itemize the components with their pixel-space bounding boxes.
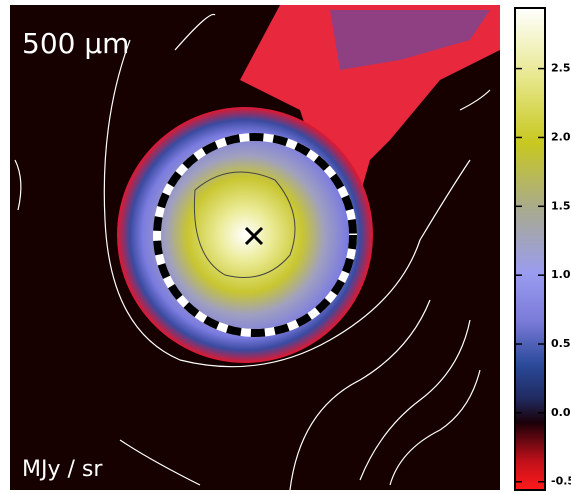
tick-label: 2.5 xyxy=(551,62,571,75)
colorbar-ticks: 2.5 2.0 1.5 1.0 0.5 0.0 -0.5 xyxy=(515,62,571,488)
tick-label: 0.0 xyxy=(551,406,571,419)
emission-streak xyxy=(330,10,490,70)
colorbar xyxy=(514,7,546,491)
tick-label: -0.5 xyxy=(551,475,571,488)
tick-label: 2.0 xyxy=(551,130,571,143)
tick-label: 0.5 xyxy=(551,337,571,350)
map: 500 µm MJy / sr xyxy=(10,5,500,491)
emission-streak xyxy=(240,5,500,230)
colorbar-unit: MJy / sr xyxy=(22,457,103,482)
contour xyxy=(193,171,296,278)
tick-label: 1.5 xyxy=(551,199,571,212)
tick-label: 1.0 xyxy=(551,268,571,281)
contours xyxy=(14,13,491,491)
source-marker xyxy=(244,226,264,246)
map-title: 500 µm xyxy=(22,27,129,60)
aperture xyxy=(153,133,357,337)
